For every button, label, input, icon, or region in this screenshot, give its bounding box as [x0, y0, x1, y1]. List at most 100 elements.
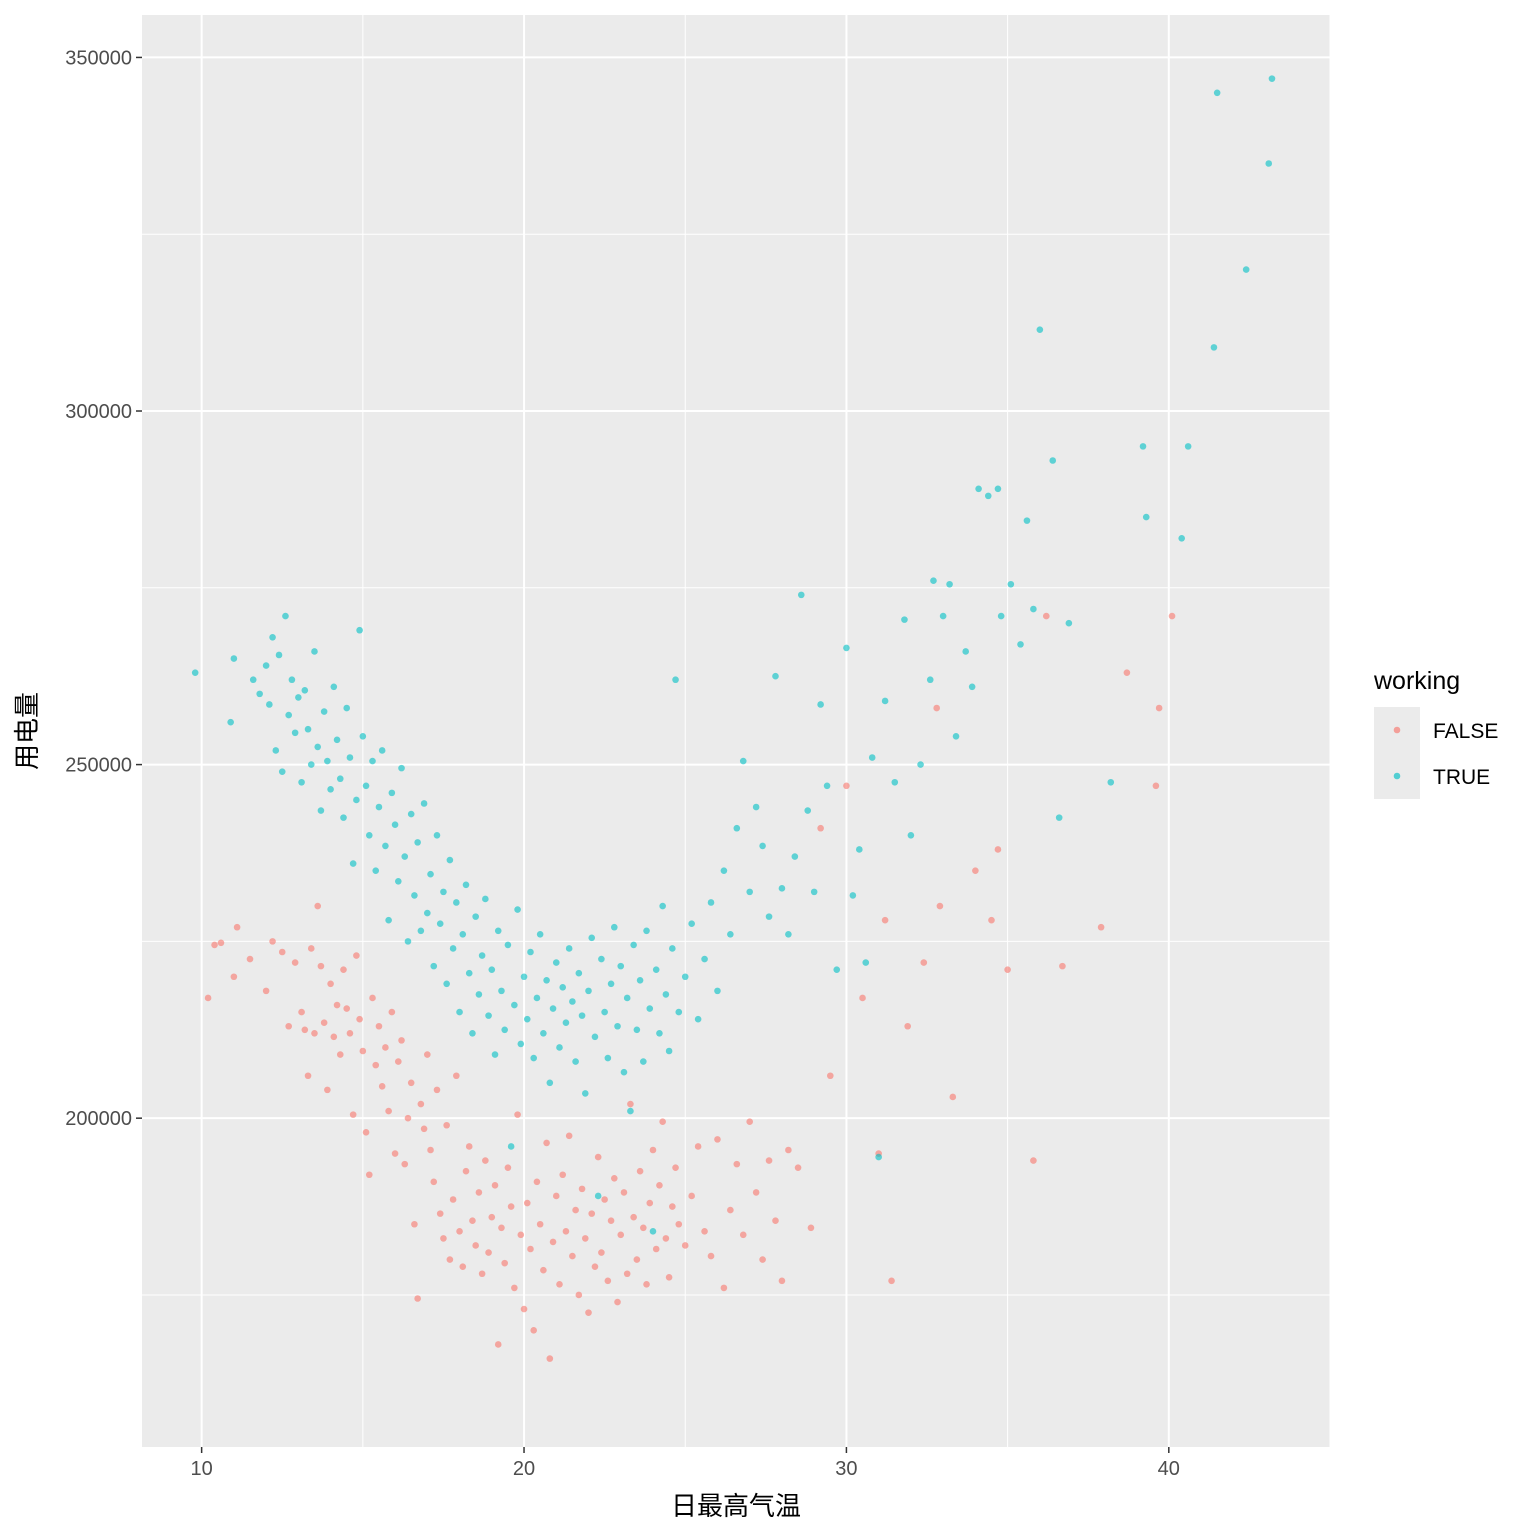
- data-point-true: [1184, 443, 1192, 450]
- data-point-false: [314, 902, 322, 910]
- data-point-true: [556, 1044, 563, 1051]
- data-point-true: [665, 1047, 673, 1055]
- data-point-true: [643, 927, 650, 935]
- data-point-false: [488, 1213, 496, 1221]
- data-point-true: [436, 920, 444, 928]
- data-point-false: [320, 1019, 328, 1027]
- minor-gridlines: [142, 15, 1331, 1447]
- data-point-true: [669, 945, 676, 952]
- data-point-true: [340, 814, 347, 821]
- data-point-false: [372, 1061, 380, 1069]
- data-point-true: [507, 1143, 515, 1150]
- data-point-true: [627, 1107, 634, 1115]
- data-point-false: [1155, 704, 1163, 712]
- data-point-false: [659, 1118, 666, 1126]
- data-point-false: [278, 948, 286, 956]
- data-point-true: [714, 987, 721, 995]
- data-point-true: [701, 955, 708, 963]
- data-point-false: [556, 1281, 563, 1288]
- data-point-false: [843, 782, 850, 790]
- data-point-true: [475, 991, 483, 998]
- data-point-true: [1030, 605, 1037, 613]
- data-point-true: [349, 860, 357, 867]
- data-point-false: [610, 1174, 618, 1182]
- data-point-true: [891, 778, 899, 786]
- y-tick-label: 350000: [65, 47, 132, 69]
- data-point-true: [391, 821, 399, 828]
- legend-label-false: FALSE: [1433, 720, 1498, 743]
- data-point-false: [614, 1298, 621, 1306]
- data-point-true: [230, 655, 238, 662]
- data-point-true: [620, 1068, 628, 1076]
- data-point-true: [546, 1079, 554, 1087]
- data-point-true: [191, 669, 199, 676]
- data-point-true: [598, 955, 605, 963]
- data-point-true: [446, 856, 454, 864]
- data-point-true: [610, 923, 618, 931]
- data-point-true: [362, 782, 370, 790]
- data-point-false: [746, 1118, 754, 1126]
- data-point-false: [972, 867, 979, 874]
- data-point-false: [375, 1022, 383, 1030]
- data-point-true: [1065, 619, 1073, 627]
- data-point-true: [282, 612, 289, 620]
- data-point-true: [694, 1015, 702, 1023]
- data-point-true: [256, 690, 263, 698]
- data-point-true: [333, 736, 341, 744]
- data-point-false: [646, 1199, 654, 1207]
- data-point-false: [340, 966, 347, 973]
- data-point-false: [533, 1178, 541, 1186]
- data-point-true: [285, 711, 292, 719]
- data-point-true: [485, 1012, 492, 1019]
- data-point-true: [278, 768, 286, 775]
- data-point-false: [388, 1008, 396, 1016]
- data-point-false: [636, 1167, 644, 1175]
- data-point-true: [862, 959, 870, 966]
- legend-label-true: TRUE: [1433, 766, 1490, 789]
- data-point-true: [875, 1153, 882, 1161]
- data-point-true: [488, 966, 496, 973]
- data-point-true: [494, 927, 502, 935]
- data-point-true: [443, 980, 450, 988]
- data-point-true: [540, 1030, 547, 1037]
- data-point-false: [343, 1005, 351, 1012]
- data-point-false: [520, 1305, 528, 1313]
- data-point-false: [669, 1203, 676, 1210]
- data-point-true: [533, 994, 541, 1002]
- data-point-true: [365, 832, 373, 839]
- data-point-true: [562, 1019, 570, 1027]
- data-point-true: [262, 662, 270, 669]
- data-point-true: [1213, 89, 1221, 97]
- data-point-false: [291, 959, 299, 966]
- data-point-false: [588, 1210, 596, 1217]
- data-point-false: [269, 938, 276, 945]
- data-point-true: [759, 842, 766, 850]
- data-point-false: [333, 1001, 341, 1009]
- data-point-false: [617, 1231, 625, 1239]
- data-point-false: [330, 1033, 338, 1041]
- data-point-false: [440, 1235, 447, 1242]
- data-point-false: [536, 1220, 544, 1228]
- data-point-false: [598, 1249, 605, 1256]
- data-point-false: [449, 1196, 457, 1203]
- data-point-false: [378, 1083, 386, 1090]
- data-point-true: [881, 697, 889, 705]
- data-point-true: [594, 1192, 602, 1200]
- data-point-true: [581, 1090, 589, 1097]
- data-point-true: [720, 867, 728, 874]
- data-point-false: [424, 1051, 431, 1058]
- data-point-false: [501, 1259, 508, 1267]
- data-point-false: [578, 1185, 586, 1193]
- data-point-false: [707, 1252, 715, 1260]
- data-point-true: [588, 934, 596, 942]
- data-point-true: [656, 1030, 663, 1037]
- data-point-false: [633, 1256, 641, 1263]
- data-point-true: [823, 782, 831, 790]
- data-point-false: [527, 1245, 534, 1253]
- data-point-true: [491, 1051, 499, 1058]
- data-point-false: [459, 1263, 467, 1270]
- data-point-false: [482, 1157, 489, 1164]
- data-point-false: [1097, 923, 1105, 931]
- data-point-true: [266, 701, 273, 708]
